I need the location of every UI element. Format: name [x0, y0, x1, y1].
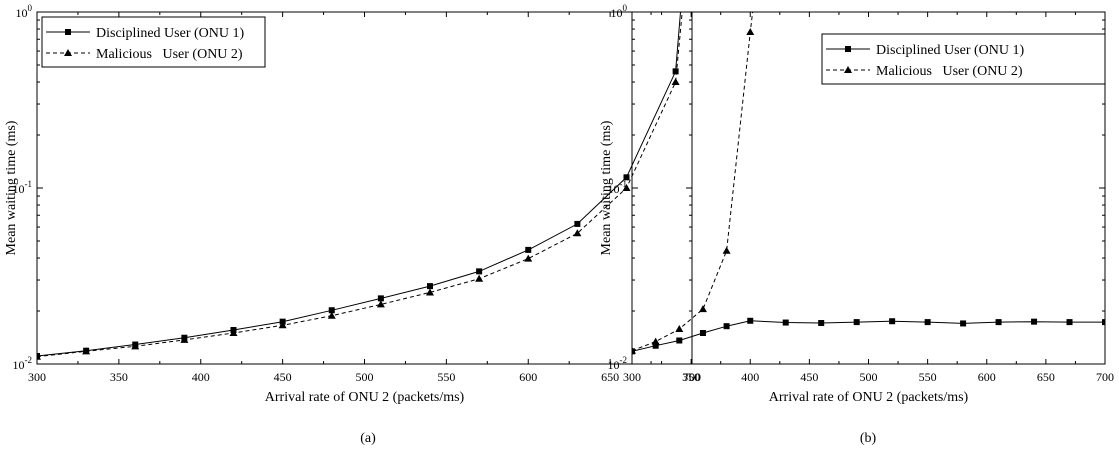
y-axis-label: Mean waiting time (ms): [599, 120, 614, 255]
data-point-triangle: [675, 325, 684, 333]
data-point-triangle: [722, 246, 731, 254]
plot-area: [37, 12, 683, 360]
x-tick-label: 400: [192, 370, 210, 384]
legend-label: Malicious User (ONU 2): [876, 64, 1023, 79]
x-tick-label: 550: [437, 370, 455, 384]
data-point-triangle: [698, 305, 707, 313]
data-point-triangle: [622, 184, 631, 191]
legend-box: [41, 16, 266, 68]
data-point-triangle: [37, 352, 41, 360]
x-tick-label: 300: [623, 370, 641, 384]
y-axis-label: Mean waiting time (ms): [4, 120, 19, 255]
data-point-square: [747, 317, 754, 324]
data-point-square: [924, 319, 931, 326]
series-line-onu1: [632, 320, 1105, 352]
data-point-square: [652, 342, 659, 349]
data-point-square: [853, 319, 860, 326]
data-point-square: [377, 295, 384, 302]
data-point-square: [889, 318, 896, 325]
x-tick-label: 350: [682, 370, 700, 384]
data-point-square: [672, 68, 679, 75]
x-tick-label: 700: [683, 370, 701, 384]
series-line-onu2: [37, 12, 683, 358]
x-tick-label: 400: [741, 370, 759, 384]
data-point-triangle: [278, 321, 287, 329]
data-point-triangle: [651, 337, 660, 345]
x-tick-label: 500: [860, 370, 878, 384]
x-tick-label: 650: [601, 370, 619, 384]
data-point-triangle: [180, 335, 189, 343]
data-point-triangle: [376, 300, 385, 308]
x-tick-label: 550: [919, 370, 937, 384]
x-tick-label: 500: [356, 370, 374, 384]
data-point-square: [1031, 318, 1038, 325]
data-point-triangle: [426, 288, 434, 296]
legend: Disciplined User (ONU 1) Malicious User (…: [821, 33, 1106, 85]
data-point-triangle: [671, 78, 680, 86]
data-point-triangle: [131, 342, 140, 350]
x-axis-label: Arrival rate of ONU 2 (packets/ms): [265, 390, 465, 405]
y-tick-label: 10-2: [13, 355, 33, 372]
y-tick-label: 10-1: [13, 179, 33, 196]
data-point-square: [328, 307, 335, 314]
y-tick-label: 10-1: [608, 179, 628, 196]
data-point-square: [476, 268, 483, 275]
data-point-triangle: [475, 274, 484, 282]
y-tick-label: 10-2: [608, 355, 628, 372]
y-tick-label: 100: [16, 3, 33, 20]
x-axis-label: Arrival rate of ONU 2 (packets/ms): [769, 390, 969, 405]
data-point-triangle: [746, 27, 755, 35]
panel-caption: (a): [360, 431, 376, 446]
legend-label: Malicious User (ONU 2): [96, 47, 243, 62]
data-point-square: [995, 319, 1002, 326]
legend-label: Disciplined User (ONU 1): [96, 26, 244, 41]
panel-caption: (b): [860, 431, 877, 446]
x-tick-label: 350: [110, 370, 128, 384]
x-tick-label: 600: [978, 370, 996, 384]
data-point-triangle: [229, 329, 238, 337]
x-tick-label: 600: [519, 370, 537, 384]
data-point-triangle: [632, 346, 636, 354]
data-point-triangle: [82, 347, 91, 355]
x-tick-label: 300: [28, 370, 46, 384]
data-point-square: [676, 337, 683, 344]
legend-marker-square: [65, 29, 71, 35]
data-point-triangle: [573, 229, 582, 237]
x-tick-label: 450: [800, 370, 818, 384]
legend-marker-triangle: [64, 49, 72, 56]
x-tick-label: 450: [274, 370, 292, 384]
data-point-square: [960, 320, 967, 327]
data-point-square: [574, 220, 581, 227]
data-point-square: [723, 323, 730, 330]
legend-marker-triangle: [844, 66, 852, 73]
x-tick-label: 700: [1096, 370, 1114, 384]
data-point-square: [1102, 319, 1105, 326]
chart-panel-b: 300 350 400 450 500 550 600 650 700 10-2 10-1 100 Ar…: [599, 3, 1114, 446]
legend-box: [821, 33, 1106, 85]
data-point-square: [525, 246, 532, 253]
plot-area: [632, 12, 1105, 355]
data-point-square: [623, 174, 630, 181]
legend: Disciplined User (ONU 1) Malicious User (…: [41, 16, 266, 68]
chart-panel-a: 300 350 400 450 500 550 600 650 700 10-2 10-1 100 Ar…: [4, 3, 701, 446]
data-point-square: [427, 283, 433, 290]
legend-label: Disciplined User (ONU 1): [876, 43, 1024, 58]
data-point-triangle: [524, 254, 533, 262]
x-tick-label: 650: [1037, 370, 1055, 384]
data-point-square: [699, 330, 706, 337]
y-tick-label: 100: [611, 3, 628, 20]
data-point-square: [818, 319, 825, 326]
data-point-square: [782, 319, 789, 326]
data-point-square: [1066, 319, 1073, 326]
data-point-triangle: [327, 311, 336, 319]
legend-marker-square: [845, 46, 851, 52]
